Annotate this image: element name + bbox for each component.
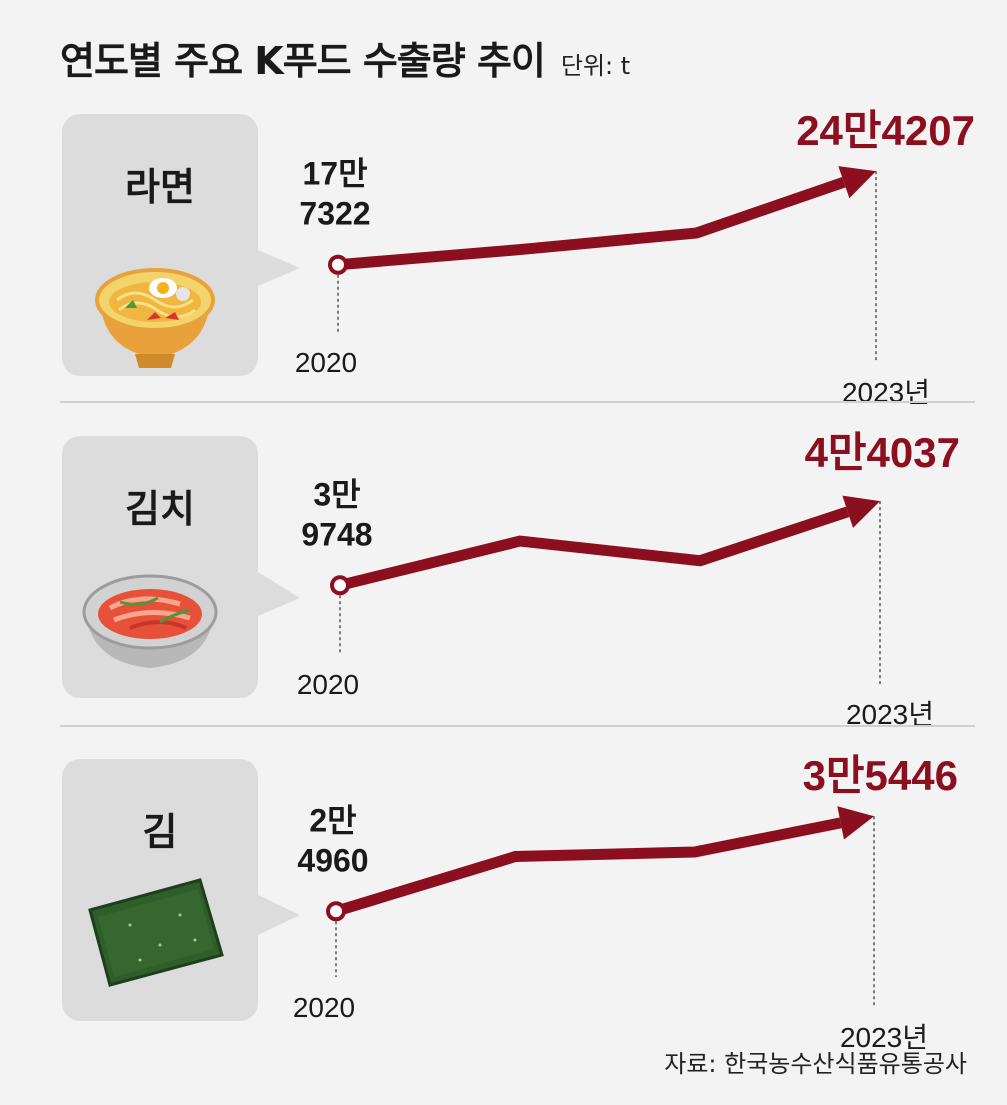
callout-pointer: [258, 250, 300, 286]
start-point: [330, 575, 350, 596]
start-value-label: 2만: [309, 802, 356, 838]
end-year-label: 2023년: [840, 1022, 928, 1053]
series-line: [334, 817, 842, 917]
unit-label: 단위: t: [560, 52, 631, 80]
chart-gim: 2만 4960 3만5446 2020 2023년: [88, 752, 958, 1053]
start-year-label: 2020: [297, 669, 359, 700]
chart-kimchi: 3만 9748 4만4037 2020 2023년: [82, 429, 960, 730]
panel-ramen: 라면 17만 7322 24만4207 2020 2023년: [0, 100, 1007, 430]
end-value-label: 4만4037: [805, 429, 960, 476]
callout-pointer: [258, 895, 300, 935]
title-area: 연도별 주요 K푸드 수출량 추이 단위: t: [60, 30, 630, 85]
food-name: 김: [142, 810, 178, 854]
divider: [60, 725, 975, 727]
callout-pointer: [258, 572, 300, 616]
chart-ramen: 17만 7322 24만4207 2020 2023년: [95, 107, 975, 408]
start-value-label: 17만: [302, 156, 367, 192]
panel-gim: 김 2만 4960 3만5446 2020 2023년: [0, 745, 1007, 1075]
arrow-head: [838, 166, 876, 199]
end-year-label: 2023년: [842, 377, 930, 408]
start-point: [328, 254, 348, 275]
source-note: 자료: 한국농수산식품유통공사: [664, 1050, 967, 1078]
start-year-label: 2020: [295, 347, 357, 378]
end-year-label: 2023년: [846, 699, 934, 730]
arrow-head: [837, 806, 874, 840]
ramen-bowl-icon: [95, 268, 215, 368]
kimchi-bowl-icon: [82, 574, 218, 668]
start-value-label: 7322: [299, 196, 370, 232]
start-value-label: 3만: [313, 476, 360, 512]
start-year-label: 2020: [293, 992, 355, 1023]
series-line: [338, 506, 850, 591]
series-line: [337, 177, 846, 271]
start-point: [326, 901, 346, 922]
end-value-label: 3만5446: [803, 752, 958, 799]
divider: [60, 401, 975, 403]
end-value-label: 24만4207: [796, 107, 975, 154]
chart-title: 연도별 주요 K푸드 수출량 추이: [60, 39, 546, 83]
seaweed-laver-icon: [88, 878, 224, 987]
food-name: 라면: [125, 165, 195, 209]
start-value-label: 9748: [301, 516, 372, 552]
food-name: 김치: [125, 487, 195, 531]
start-value-label: 4960: [297, 842, 368, 878]
panel-kimchi: 김치 3만 9748 4만4037 2020 2023년: [0, 422, 1007, 752]
arrow-head: [842, 495, 880, 528]
